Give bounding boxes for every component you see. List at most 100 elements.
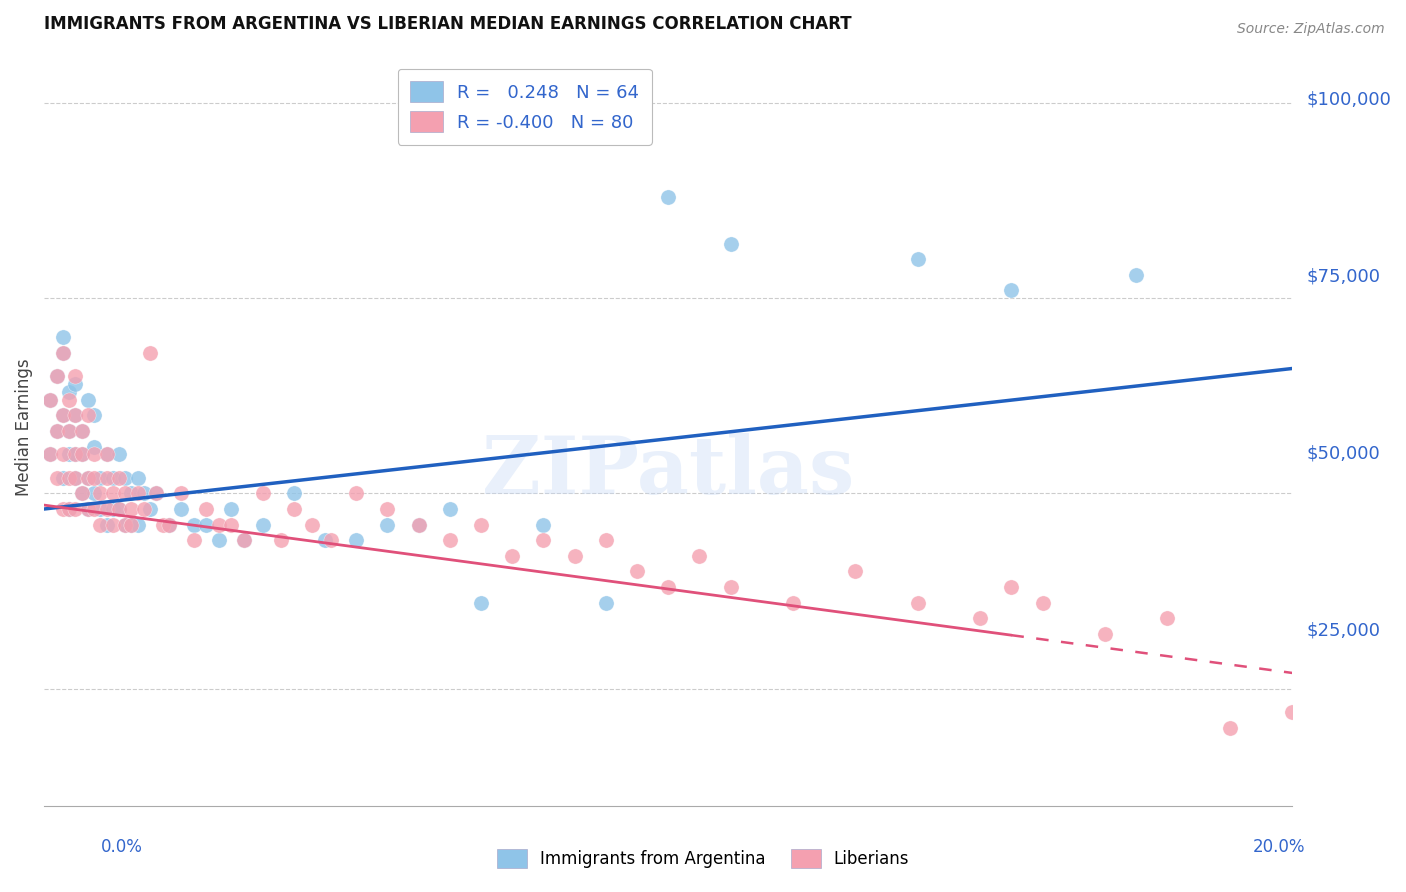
Point: [969, 611, 991, 625]
Legend: Immigrants from Argentina, Liberians: Immigrants from Argentina, Liberians: [488, 840, 918, 877]
Point: [70, 424, 93, 438]
Point: [76, 392, 98, 407]
Point: [127, 486, 149, 500]
Point: [501, 549, 523, 563]
Point: [39, 447, 62, 461]
Point: [76, 471, 98, 485]
Point: [470, 596, 492, 610]
Point: [121, 517, 143, 532]
Point: [132, 486, 155, 500]
Point: [65, 502, 87, 516]
Point: [531, 517, 554, 532]
Point: [45, 424, 67, 438]
Point: [65, 447, 87, 461]
Point: [221, 502, 243, 516]
Point: [408, 517, 430, 532]
Point: [45, 424, 67, 438]
Point: [1281, 705, 1303, 719]
Point: [58, 392, 80, 407]
Point: [595, 533, 617, 548]
Point: [58, 502, 80, 516]
Point: [208, 533, 231, 548]
Point: [89, 486, 111, 500]
Point: [52, 346, 75, 360]
Point: [52, 471, 75, 485]
Point: [127, 471, 149, 485]
Point: [96, 447, 118, 461]
Point: [89, 471, 111, 485]
Point: [39, 392, 62, 407]
Point: [45, 369, 67, 384]
Point: [221, 517, 243, 532]
Point: [76, 409, 98, 423]
Point: [844, 565, 866, 579]
Point: [70, 486, 93, 500]
Point: [270, 533, 292, 548]
Point: [96, 517, 118, 532]
Point: [65, 447, 87, 461]
Point: [70, 447, 93, 461]
Point: [145, 486, 167, 500]
Point: [139, 346, 162, 360]
Point: [114, 517, 136, 532]
Point: [52, 346, 75, 360]
Legend: R =   0.248   N = 64, R = -0.400   N = 80: R = 0.248 N = 64, R = -0.400 N = 80: [398, 69, 652, 145]
Text: IMMIGRANTS FROM ARGENTINA VS LIBERIAN MEDIAN EARNINGS CORRELATION CHART: IMMIGRANTS FROM ARGENTINA VS LIBERIAN ME…: [44, 15, 852, 33]
Point: [321, 533, 343, 548]
Point: [1000, 580, 1022, 594]
Point: [52, 447, 75, 461]
Point: [145, 486, 167, 500]
Point: [114, 486, 136, 500]
Point: [344, 533, 367, 548]
Point: [531, 533, 554, 548]
Point: [89, 502, 111, 516]
Point: [96, 471, 118, 485]
Point: [283, 486, 305, 500]
Point: [101, 517, 124, 532]
Point: [108, 471, 131, 485]
Point: [408, 517, 430, 532]
Point: [375, 517, 398, 532]
Point: [101, 502, 124, 516]
Point: [108, 447, 131, 461]
Point: [657, 580, 679, 594]
Point: [65, 377, 87, 392]
Point: [152, 517, 174, 532]
Point: [76, 502, 98, 516]
Point: [439, 533, 461, 548]
Point: [720, 580, 742, 594]
Point: [252, 517, 274, 532]
Point: [195, 502, 218, 516]
Point: [70, 447, 93, 461]
Point: [1125, 268, 1147, 282]
Point: [375, 502, 398, 516]
Point: [121, 502, 143, 516]
Point: [114, 471, 136, 485]
Point: [83, 471, 105, 485]
Point: [65, 471, 87, 485]
Point: [595, 596, 617, 610]
Point: [58, 447, 80, 461]
Point: [157, 517, 180, 532]
Point: [314, 533, 336, 548]
Point: [564, 549, 586, 563]
Point: [65, 369, 87, 384]
Point: [1219, 721, 1241, 735]
Point: [121, 486, 143, 500]
Point: [232, 533, 254, 548]
Point: [70, 486, 93, 500]
Point: [52, 409, 75, 423]
Point: [907, 252, 929, 267]
Y-axis label: Median Earnings: Median Earnings: [15, 359, 32, 496]
Point: [283, 502, 305, 516]
Text: ZIPatlas: ZIPatlas: [482, 434, 855, 511]
Point: [58, 384, 80, 399]
Point: [1094, 627, 1116, 641]
Point: [39, 447, 62, 461]
Point: [183, 533, 205, 548]
Point: [170, 486, 193, 500]
Point: [183, 517, 205, 532]
Point: [232, 533, 254, 548]
Point: [83, 447, 105, 461]
Point: [65, 409, 87, 423]
